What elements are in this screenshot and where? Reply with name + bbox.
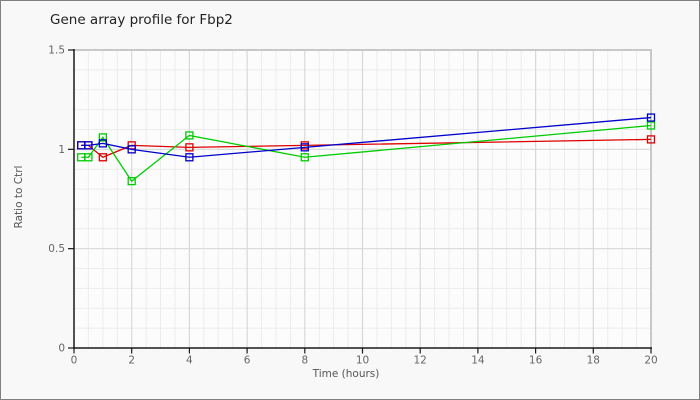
svg-text:4: 4 <box>186 355 193 367</box>
data-point-marker <box>185 153 194 162</box>
series-line-green <box>81 124 652 183</box>
svg-text:0.5: 0.5 <box>48 243 65 255</box>
svg-text:16: 16 <box>529 355 543 367</box>
data-point-marker <box>127 145 136 154</box>
data-point-marker <box>646 121 656 130</box>
x-tick-labels: 0 2 4 6 8 10 12 14 16 18 20 <box>71 355 658 367</box>
series-green <box>77 121 656 186</box>
series-blue <box>77 113 656 162</box>
data-point-marker <box>127 176 136 186</box>
data-point-marker <box>84 153 93 162</box>
svg-text:20: 20 <box>644 355 657 367</box>
data-point-marker <box>98 153 107 162</box>
svg-text:8: 8 <box>301 355 308 367</box>
data-point-marker <box>646 135 656 144</box>
svg-text:1.5: 1.5 <box>48 45 65 57</box>
data-point-marker <box>98 139 107 148</box>
svg-text:12: 12 <box>414 355 427 367</box>
series-line-blue <box>81 116 652 158</box>
svg-text:14: 14 <box>471 355 485 367</box>
svg-text:10: 10 <box>356 355 369 367</box>
svg-text:0: 0 <box>71 355 78 367</box>
tick-marks <box>68 49 652 354</box>
data-point-marker <box>185 131 194 140</box>
svg-text:1: 1 <box>58 144 65 156</box>
svg-text:6: 6 <box>244 355 251 367</box>
y-tick-labels: 0 0.5 1 1.5 <box>48 45 65 355</box>
svg-text:18: 18 <box>587 355 600 367</box>
plot-border <box>74 49 652 348</box>
chart-title: Gene array profile for Fbp2 <box>50 12 233 28</box>
major-gridlines <box>74 50 651 348</box>
data-point-marker <box>646 113 656 122</box>
svg-text:2: 2 <box>128 355 135 367</box>
x-axis-label: Time (hours) <box>312 368 380 380</box>
data-point-marker <box>98 133 107 142</box>
data-point-marker <box>185 143 194 152</box>
svg-text:0: 0 <box>58 343 65 355</box>
data-point-marker <box>300 153 309 162</box>
data-point-marker <box>300 143 309 152</box>
data-point-marker <box>84 141 93 150</box>
